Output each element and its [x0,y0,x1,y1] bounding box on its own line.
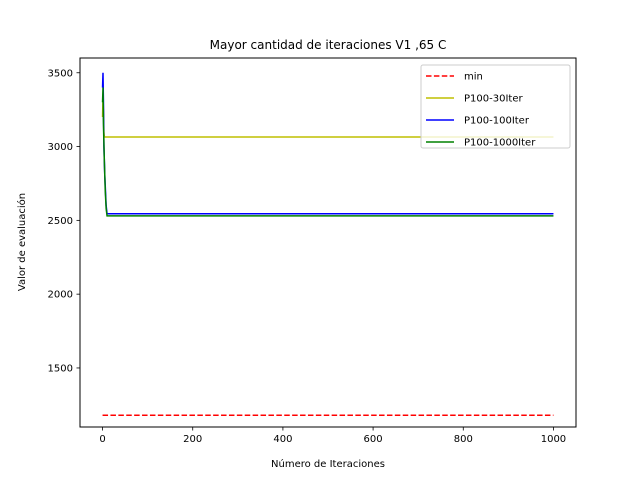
y-axis-label: Valor de evaluación [16,193,28,291]
x-axis-label: Número de Iteraciones [271,458,385,470]
chart-title: Mayor cantidad de iteraciones V1 ,65 C [210,38,447,52]
y-axis-ticks: 1500 2000 2500 3000 3500 [48,68,80,374]
x-tick-label: 200 [183,434,202,445]
x-tick-label: 800 [454,434,473,445]
x-tick-label: 0 [99,434,105,445]
legend-box [420,64,571,149]
x-tick-label: 1000 [541,434,566,445]
y-tick-label: 1500 [48,363,73,374]
legend-label: P100-1000Iter [464,138,536,149]
legend: min P100-30Iter P100-100Iter P100-1000Iter [420,64,571,149]
plot-lines [101,72,554,416]
legend-label: P100-30Iter [464,94,523,105]
y-tick-label: 2000 [48,290,73,301]
x-axis-ticks: 0 200 400 600 800 1000 [99,427,566,445]
x-tick-label: 400 [273,434,292,445]
y-tick-label: 3500 [48,68,73,79]
legend-label: min [464,72,483,83]
y-tick-label: 3000 [48,142,73,153]
plot-frame [79,57,577,428]
legend-label: P100-100Iter [464,116,530,127]
series-line-3 [101,87,554,217]
x-tick-label: 600 [364,434,383,445]
y-tick-label: 2500 [48,216,73,227]
